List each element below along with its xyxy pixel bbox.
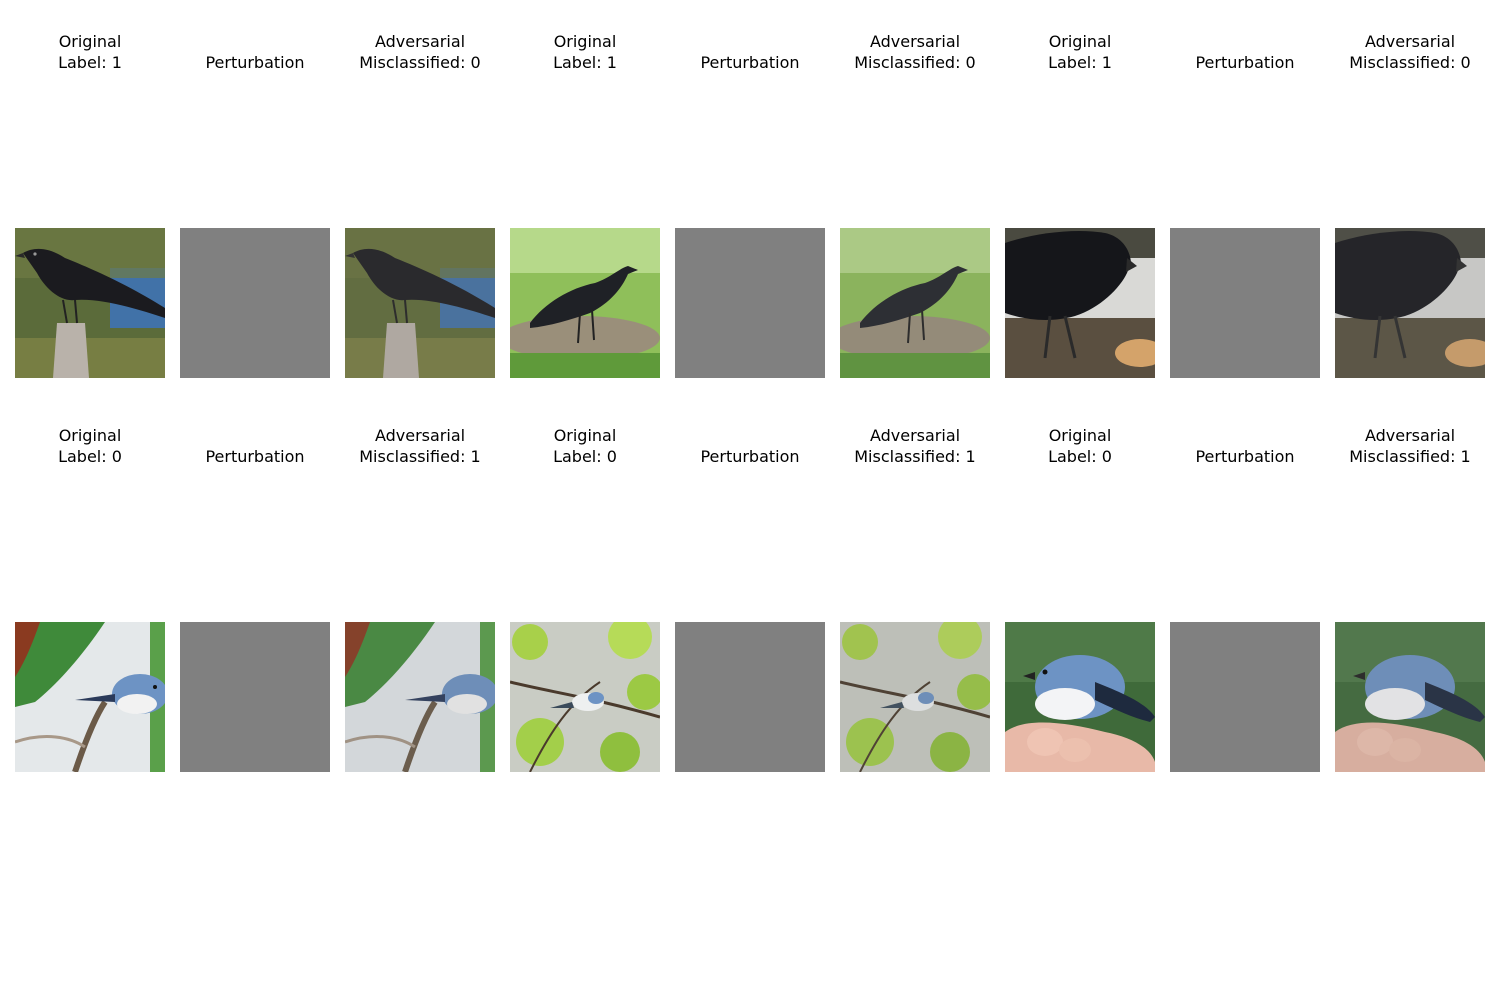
panel-title: Adversarial Misclassified: 1 xyxy=(1349,426,1471,466)
warbler-in-hand-image xyxy=(1005,622,1155,772)
panel-title: Adversarial Misclassified: 0 xyxy=(854,32,976,72)
warbler-on-branch-adversarial-image xyxy=(345,622,495,772)
panel-title: Original Label: 0 xyxy=(58,426,122,466)
panel-title: Perturbation xyxy=(700,53,800,72)
panel-title: Original Label: 1 xyxy=(553,32,617,72)
panel-title: Original Label: 1 xyxy=(1048,32,1112,72)
crow-on-grass-adversarial-image xyxy=(840,228,990,378)
crow-closeup-image xyxy=(1005,228,1155,378)
perturbation-noise-image xyxy=(180,622,330,772)
perturbation-noise-image xyxy=(1170,622,1320,772)
warbler-in-hand-adversarial-image xyxy=(1335,622,1485,772)
panel-title: Adversarial Misclassified: 1 xyxy=(854,426,976,466)
panel-title: Adversarial Misclassified: 1 xyxy=(359,426,481,466)
panel-title: Perturbation xyxy=(1195,447,1295,466)
panel-title: Adversarial Misclassified: 0 xyxy=(1349,32,1471,72)
panel-title: Perturbation xyxy=(700,447,800,466)
crow-on-post-adversarial-image xyxy=(345,228,495,378)
panel-title: Original Label: 0 xyxy=(1048,426,1112,466)
perturbation-noise-image xyxy=(675,228,825,378)
warbler-in-foliage-adversarial-image xyxy=(840,622,990,772)
perturbation-noise-image xyxy=(180,228,330,378)
panel-title: Adversarial Misclassified: 0 xyxy=(359,32,481,72)
panel-title: Perturbation xyxy=(205,447,305,466)
warbler-in-foliage-image xyxy=(510,622,660,772)
panel-title: Perturbation xyxy=(205,53,305,72)
perturbation-noise-image xyxy=(1170,228,1320,378)
perturbation-noise-image xyxy=(675,622,825,772)
panel-title: Perturbation xyxy=(1195,53,1295,72)
panel-title: Original Label: 0 xyxy=(553,426,617,466)
panel-title: Original Label: 1 xyxy=(58,32,122,72)
crow-closeup-adversarial-image xyxy=(1335,228,1485,378)
crow-on-post-image xyxy=(15,228,165,378)
crow-on-grass-image xyxy=(510,228,660,378)
warbler-on-branch-image xyxy=(15,622,165,772)
